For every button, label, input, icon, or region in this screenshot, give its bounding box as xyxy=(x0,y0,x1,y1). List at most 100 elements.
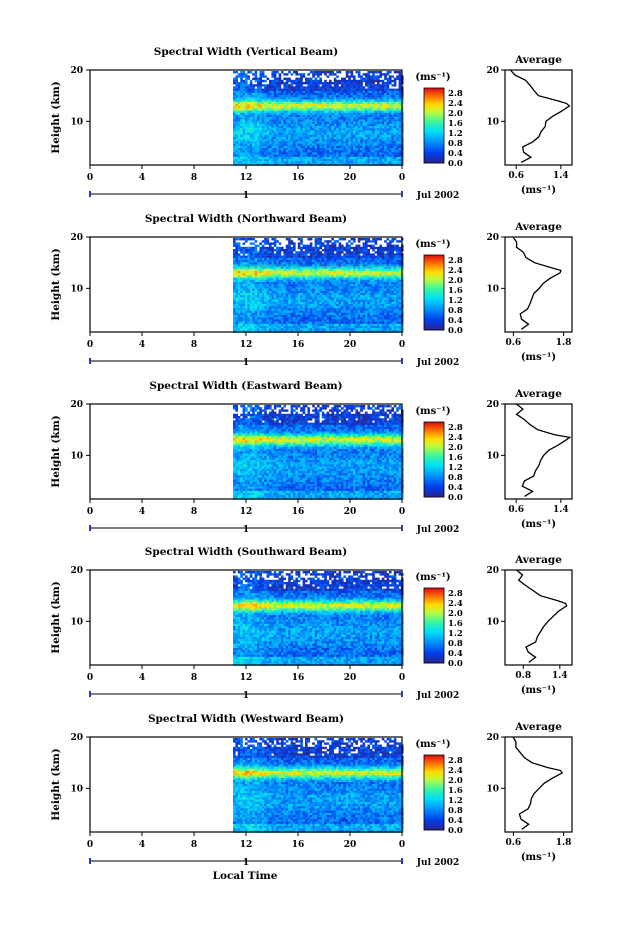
heatmap-cell xyxy=(285,73,289,76)
heatmap-cell xyxy=(393,290,397,294)
heatmap-cell xyxy=(377,251,380,254)
heatmap-cell xyxy=(336,260,339,263)
heatmap-cell xyxy=(360,93,363,96)
heatmap-cell xyxy=(324,108,327,111)
heatmap-cell xyxy=(391,152,394,155)
heatmap-cell xyxy=(355,88,358,91)
heatmap-cell xyxy=(331,159,334,162)
heatmap-cell xyxy=(297,264,301,267)
heatmap-cell xyxy=(254,253,258,256)
heatmap-cell xyxy=(276,266,279,269)
heatmap-cell xyxy=(293,88,296,91)
heatmap-cell xyxy=(302,150,306,153)
heatmap-cell xyxy=(343,121,346,124)
heatmap-cell xyxy=(386,273,390,276)
heatmap-cell xyxy=(341,249,344,252)
heatmap-cell xyxy=(290,82,294,85)
heatmap-cell xyxy=(360,119,363,122)
heatmap-cell xyxy=(377,159,380,162)
heatmap-cell xyxy=(357,284,361,287)
heatmap-cell xyxy=(247,97,250,100)
heatmap-cell xyxy=(389,126,392,129)
heatmap-cell xyxy=(295,150,298,153)
heatmap-cell xyxy=(254,251,258,254)
heatmap-cell xyxy=(257,141,260,144)
heatmap-cell xyxy=(381,148,385,151)
heatmap-cell xyxy=(321,284,325,287)
heatmap-cell xyxy=(235,121,238,124)
heatmap-cell xyxy=(336,139,339,142)
heatmap-cell xyxy=(374,275,378,278)
heatmap-cell xyxy=(367,119,370,122)
heatmap-cell xyxy=(331,143,334,146)
heatmap-cell xyxy=(302,86,306,89)
heatmap-cell xyxy=(269,288,272,291)
heatmap-cell xyxy=(353,130,356,133)
heatmap-cell xyxy=(360,84,363,87)
heatmap-cell xyxy=(326,126,330,129)
heatmap-cell xyxy=(281,121,284,124)
heatmap-cell xyxy=(343,282,346,285)
heatmap-cell xyxy=(266,238,270,241)
heatmap-cell xyxy=(324,288,327,291)
heatmap-cell xyxy=(374,251,378,254)
heatmap-cell xyxy=(285,101,289,105)
heatmap-cell xyxy=(237,108,241,111)
heatmap-cell xyxy=(242,134,246,138)
heatmap-cell xyxy=(329,139,332,142)
heatmap-cell xyxy=(233,137,236,140)
heatmap-cell xyxy=(324,101,327,105)
heatmap-cell xyxy=(353,99,356,102)
heatmap-cell xyxy=(372,82,375,85)
heatmap-cell xyxy=(252,279,255,283)
heatmap-cell xyxy=(355,273,358,276)
heatmap-cell xyxy=(300,275,303,278)
heatmap-cell xyxy=(233,161,236,164)
heatmap-cell xyxy=(302,117,306,120)
heatmap-cell xyxy=(317,150,320,153)
heatmap-cell xyxy=(336,71,339,74)
heatmap-cell xyxy=(307,137,310,140)
heatmap-cell xyxy=(269,255,272,258)
heatmap-cell xyxy=(281,288,284,291)
heatmap-cell xyxy=(252,115,255,118)
heatmap-cell xyxy=(252,139,255,142)
heatmap-cell xyxy=(312,255,315,258)
heatmap-cell xyxy=(278,99,282,102)
heatmap-cell xyxy=(362,99,366,102)
heatmap-cell xyxy=(266,242,270,245)
heatmap-cell xyxy=(245,86,248,89)
heatmap-cell xyxy=(326,240,330,243)
heatmap-cell xyxy=(321,159,325,162)
heatmap-cell xyxy=(338,148,342,151)
heatmap-cell xyxy=(257,301,260,305)
heatmap-cell xyxy=(264,246,267,250)
heatmap-cell xyxy=(233,293,236,296)
heatmap-cell xyxy=(302,255,306,258)
heatmap-cell xyxy=(357,88,361,91)
heatmap-cell xyxy=(259,288,262,291)
heatmap-cell xyxy=(369,282,373,285)
heatmap-cell xyxy=(377,273,380,276)
heatmap-cell xyxy=(252,130,255,133)
heatmap-cell xyxy=(285,128,289,131)
heatmap-cell xyxy=(367,75,370,78)
heatmap-cell xyxy=(355,150,358,153)
heatmap-cell xyxy=(372,293,375,296)
heatmap-cell xyxy=(384,255,387,258)
heatmap-cell xyxy=(249,82,253,85)
heatmap-cell xyxy=(345,275,349,278)
heatmap-cell xyxy=(297,110,301,113)
heatmap-cell xyxy=(242,299,246,302)
heatmap-cell xyxy=(365,97,368,100)
heatmap-cell xyxy=(393,134,397,138)
heatmap-cell xyxy=(393,260,397,263)
heatmap-cell xyxy=(396,262,399,265)
heatmap-cell xyxy=(285,88,289,91)
heatmap-cell xyxy=(314,295,318,298)
heatmap-cell xyxy=(273,301,277,305)
heatmap-cell xyxy=(242,90,246,94)
heatmap-cell xyxy=(362,268,366,272)
heatmap-cell xyxy=(331,284,334,287)
heatmap-cell xyxy=(317,242,320,245)
